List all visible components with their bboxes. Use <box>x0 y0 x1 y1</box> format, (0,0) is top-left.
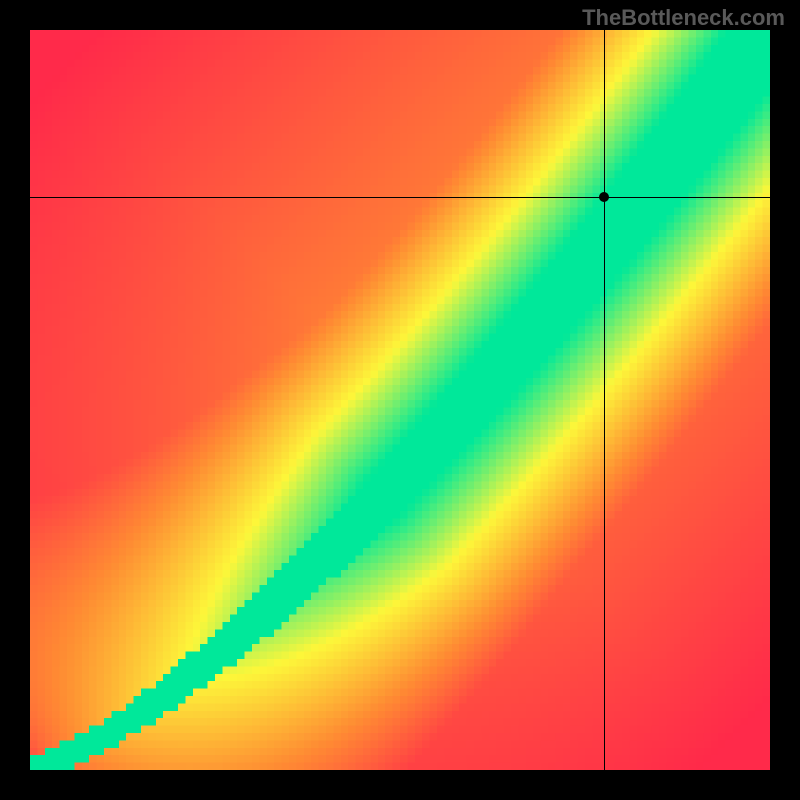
heatmap-canvas <box>30 30 770 770</box>
watermark-text: TheBottleneck.com <box>582 5 785 31</box>
crosshair-vertical <box>604 30 605 770</box>
crosshair-horizontal <box>30 197 770 198</box>
marker-dot <box>599 192 609 202</box>
bottleneck-heatmap <box>30 30 770 770</box>
